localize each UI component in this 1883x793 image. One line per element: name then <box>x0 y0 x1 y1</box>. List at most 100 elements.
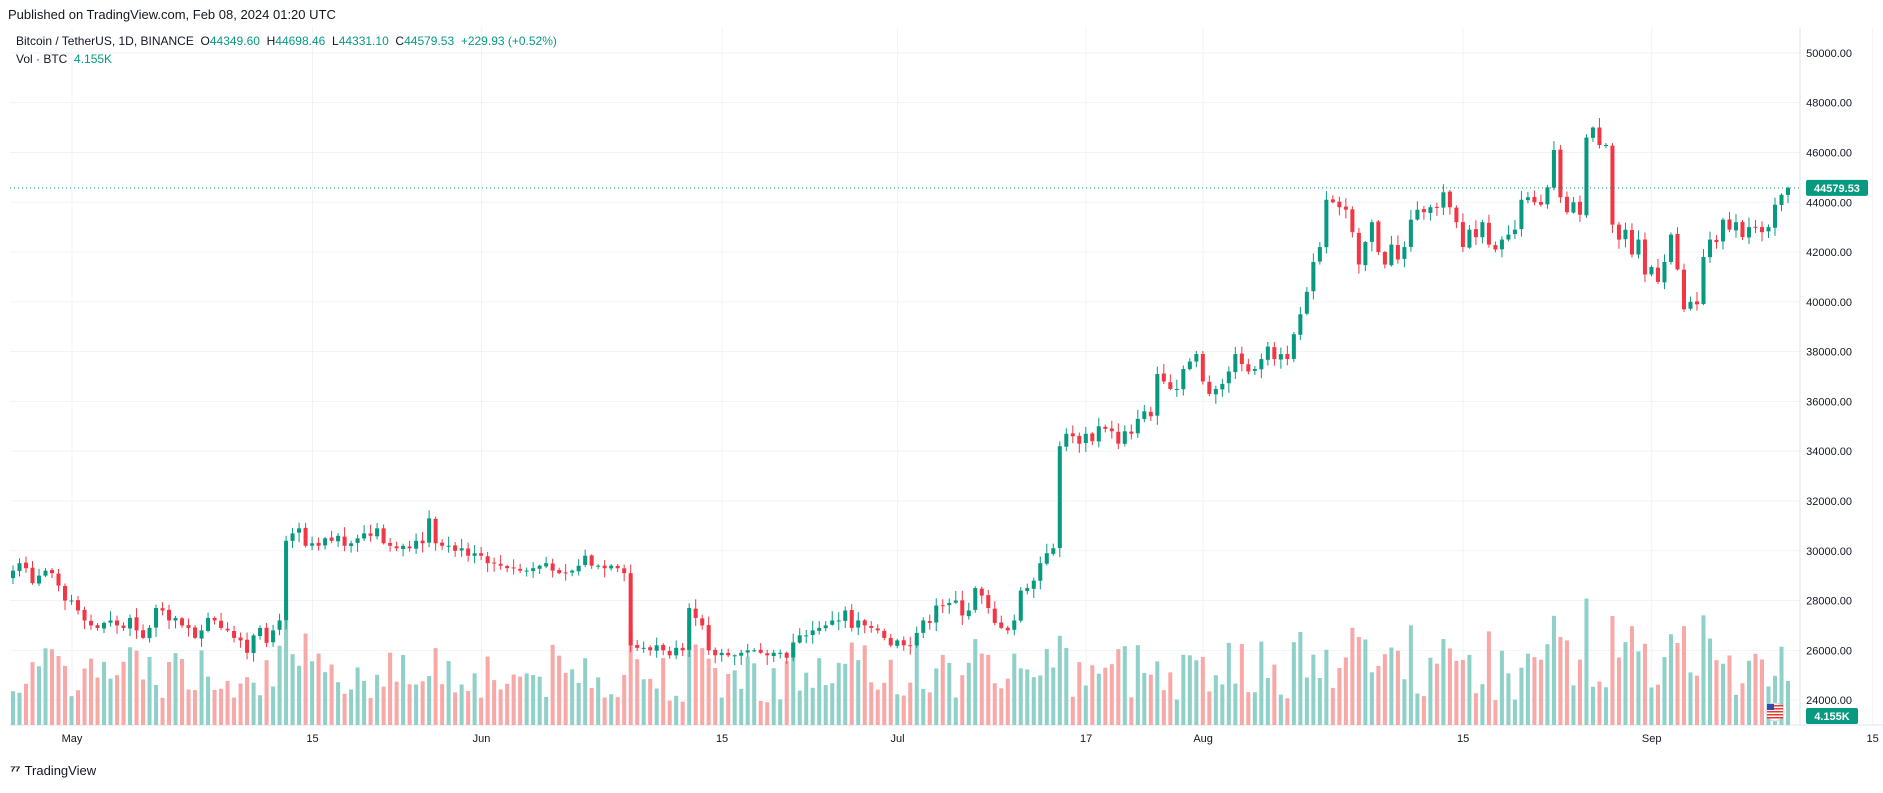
flag-stripe <box>1767 711 1783 713</box>
volume-bar <box>381 686 386 725</box>
volume-bar <box>726 673 731 725</box>
volume-bar <box>869 682 874 725</box>
candle-body <box>1135 418 1140 434</box>
volume-bar <box>888 659 893 725</box>
candle-body <box>160 608 165 611</box>
volume-bar <box>160 697 165 725</box>
volume-bar <box>1603 687 1608 725</box>
candle-body <box>693 608 698 618</box>
candle-body <box>758 649 763 653</box>
volume-bar <box>875 689 880 725</box>
volume-bar <box>1350 627 1355 725</box>
candle-body <box>1343 206 1348 210</box>
candle-body <box>856 620 861 628</box>
y-tick-label: 24000.00 <box>1806 695 1852 707</box>
volume-bar <box>225 681 230 725</box>
candle-body <box>648 647 653 651</box>
volume-bar <box>23 683 29 725</box>
candle-body <box>836 620 841 622</box>
volume-bar <box>1402 679 1407 725</box>
volume-bar <box>342 693 347 725</box>
volume-bar <box>1506 673 1511 725</box>
volume-bar <box>1473 693 1478 725</box>
volume-bar <box>1239 644 1244 725</box>
volume-bar <box>940 654 945 725</box>
candle-body <box>1434 206 1439 208</box>
volume-bar <box>1369 672 1374 725</box>
volume-bar <box>602 697 607 725</box>
candle-body <box>1129 431 1134 434</box>
volume-bar <box>1707 638 1712 725</box>
candle-body <box>1259 359 1264 370</box>
candle-body <box>765 653 770 656</box>
candle-body <box>466 548 471 556</box>
candle-body <box>1252 369 1257 371</box>
volume-layer <box>10 596 1791 725</box>
candle-body <box>141 630 146 638</box>
volume-bar <box>1012 653 1017 725</box>
symbol-label[interactable]: Bitcoin / TetherUS, 1D, BINANCE <box>16 34 194 48</box>
candle-body <box>1655 267 1660 282</box>
candle-body <box>316 542 321 546</box>
candle-body <box>76 600 81 611</box>
candle-body <box>1363 242 1368 266</box>
candle-body <box>310 543 315 546</box>
volume-bar <box>687 620 692 725</box>
candle-body <box>1369 222 1374 242</box>
candle-body <box>810 630 815 635</box>
candle-body <box>674 647 679 656</box>
candle-body <box>706 625 711 651</box>
volume-bar <box>817 658 822 725</box>
volume-bar <box>700 648 705 725</box>
volume-bar <box>1051 667 1056 725</box>
candle-body <box>154 608 159 628</box>
candle-body <box>206 617 211 631</box>
candle-body <box>1155 374 1160 416</box>
candle-body <box>368 533 373 536</box>
candle-body <box>23 562 29 569</box>
volume-bar <box>1304 677 1309 725</box>
volume-bar <box>1213 675 1218 725</box>
volume-label[interactable]: Vol · BTC <box>16 52 68 66</box>
candle-body <box>1740 221 1745 238</box>
volume-bar <box>797 690 802 725</box>
price-axis: 50000.00 48000.00 46000.00 44000.00 42000.00… <box>1765 48 1868 724</box>
candle-body <box>433 518 438 544</box>
candle-body <box>1213 388 1218 395</box>
candle-body <box>82 609 87 621</box>
tradingview-brand[interactable]: ⁷⁷ TradingView <box>10 762 96 778</box>
candle-body <box>336 535 341 542</box>
candle-body <box>1200 354 1205 382</box>
candle-body <box>1142 411 1147 419</box>
candle-body <box>1727 219 1732 230</box>
volume-bar <box>219 688 224 725</box>
candle-body <box>232 630 237 638</box>
y-tick-label: 44000.00 <box>1806 197 1852 209</box>
candle-body <box>1701 257 1706 304</box>
volume-bar <box>401 654 406 725</box>
volume-bar <box>570 669 575 725</box>
candle-body <box>290 533 295 541</box>
volume-bar <box>1688 672 1693 725</box>
volume-bar <box>1233 683 1238 725</box>
candle-body <box>1753 226 1758 228</box>
candle-body <box>1480 222 1485 238</box>
candle-body <box>732 655 737 657</box>
flag-stripe <box>1767 717 1783 719</box>
volume-bar <box>310 661 315 725</box>
candle-body <box>1103 426 1108 429</box>
candle-body <box>875 628 880 631</box>
volume-bar <box>862 645 867 725</box>
candle-body <box>1714 239 1719 243</box>
change-value: +229.93 (+0.52%) <box>460 34 557 48</box>
volume-bar <box>128 647 133 725</box>
candle-body <box>245 639 250 653</box>
candle-body <box>1025 588 1030 592</box>
volume-bar <box>466 690 471 725</box>
candle-body <box>986 595 991 609</box>
candle-body <box>1330 199 1335 203</box>
candle-body <box>641 647 646 649</box>
candle-body <box>1551 149 1556 188</box>
candle-body <box>914 632 919 646</box>
